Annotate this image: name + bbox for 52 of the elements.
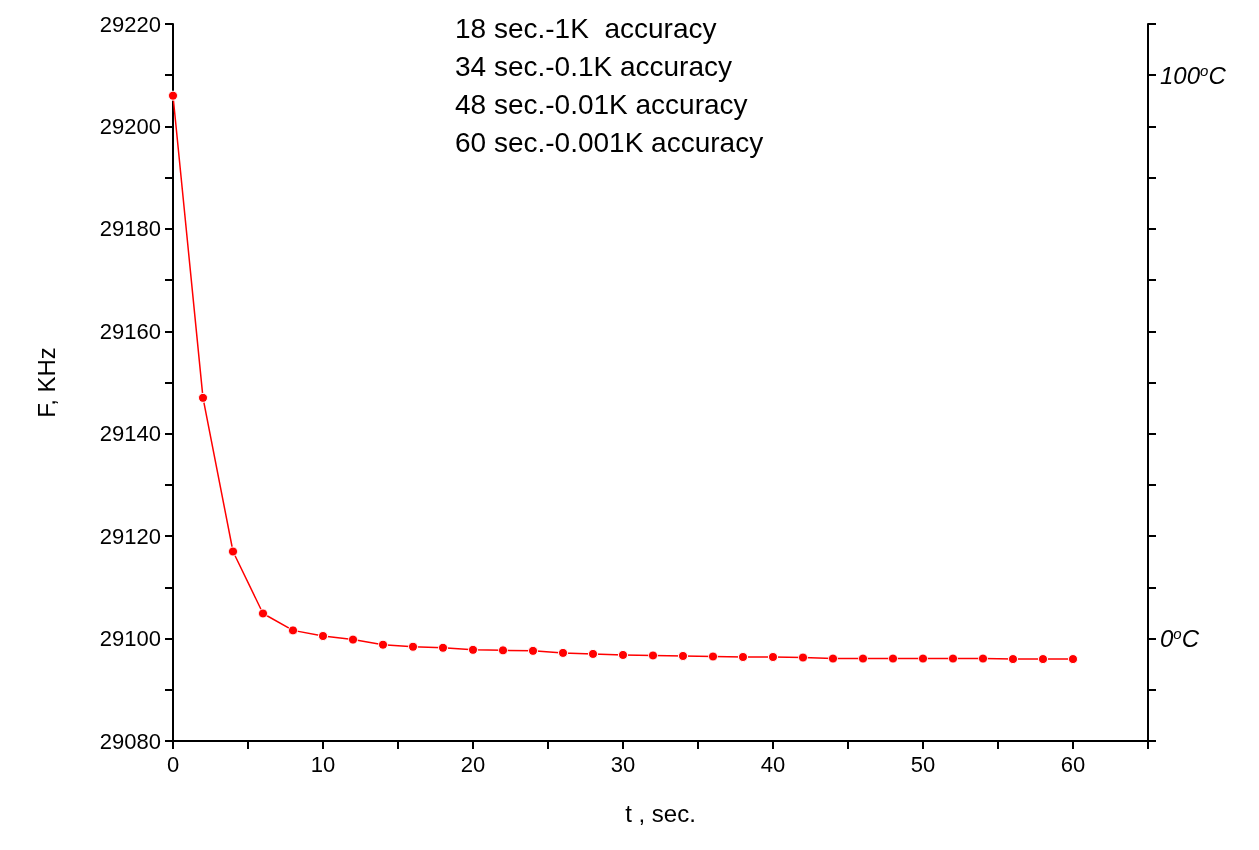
y-tick-label: 29220: [99, 11, 161, 37]
y-tick-label: 29160: [99, 318, 161, 344]
point: [798, 652, 808, 663]
point: [228, 546, 238, 557]
point: [858, 653, 868, 664]
point: [528, 645, 538, 656]
y-tick-label: 29180: [99, 216, 161, 242]
point: [588, 648, 598, 659]
point: [438, 642, 448, 653]
point: [648, 650, 658, 661]
x-tick-label: 40: [760, 751, 786, 777]
point: [318, 631, 328, 642]
annotation: 60 sec.-0.001K accuracy: [455, 126, 764, 158]
point: [978, 653, 988, 664]
point: [288, 625, 298, 636]
point: [408, 641, 418, 652]
point: [708, 651, 718, 662]
annotation: 48 sec.-0.01K accuracy: [455, 88, 748, 120]
x-tick-label: 60: [1060, 751, 1086, 777]
x-tick-label: 10: [310, 751, 336, 777]
y-tick-label: 29120: [99, 523, 161, 549]
y-tick-label: 29200: [99, 113, 161, 139]
point: [348, 634, 358, 645]
point: [468, 644, 478, 655]
point: [378, 639, 388, 650]
y-tick-label: 29100: [99, 626, 161, 652]
x-axis-title: t , sec.: [625, 799, 696, 827]
point: [168, 90, 178, 101]
point: [558, 647, 568, 658]
x-tick-label: 30: [610, 751, 636, 777]
x-tick-label: 0: [166, 751, 180, 777]
point: [1068, 654, 1078, 665]
annotation: 34 sec.-0.1K accuracy: [455, 50, 733, 82]
point: [948, 653, 958, 664]
y-tick-label: 29080: [99, 728, 161, 754]
point: [258, 608, 268, 619]
point: [1038, 654, 1048, 665]
point: [738, 652, 748, 663]
point: [768, 652, 778, 663]
point: [618, 649, 628, 660]
point: [888, 653, 898, 664]
point: [918, 653, 928, 664]
y-axis-title: F, KHz: [32, 347, 60, 418]
point: [678, 650, 688, 661]
annotation: 18 sec.-1K accuracy: [455, 12, 717, 44]
x-tick-label: 50: [910, 751, 936, 777]
point: [198, 392, 208, 403]
point: [498, 645, 508, 656]
y-tick-label: 29140: [99, 421, 161, 447]
point: [1008, 654, 1018, 665]
x-tick-label: 20: [460, 751, 486, 777]
point: [828, 653, 838, 664]
